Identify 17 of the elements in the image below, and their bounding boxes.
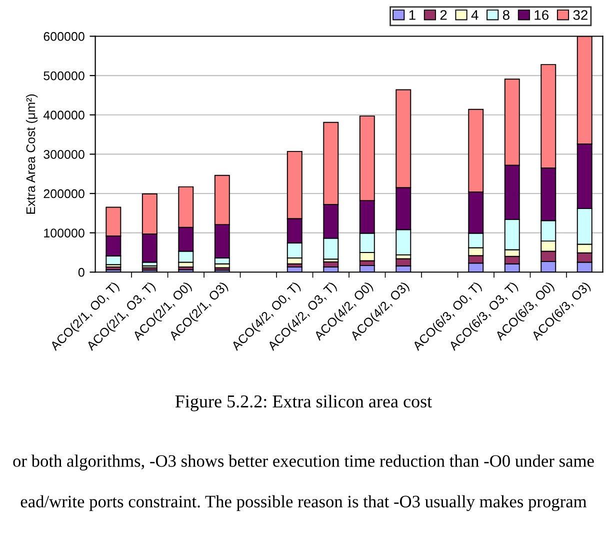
legend-label: 2 — [440, 10, 447, 20]
y-tick-label: 0 — [78, 268, 84, 277]
legend-label: 4 — [471, 10, 478, 20]
y-tick-label: 200000 — [44, 189, 84, 198]
legend-label: 1 — [409, 10, 416, 20]
y-tick-label: 300000 — [44, 150, 84, 159]
legend-label: 16 — [534, 10, 549, 20]
y-tick-label: 400000 — [43, 110, 84, 120]
caption: Figure 5.2.2: Extra silicon area cost — [175, 394, 432, 412]
y-tick-label: 100000 — [44, 228, 84, 238]
text: ead/write ports constraint. The possible reason is that -O3 usually makes program — [20, 495, 587, 512]
y-tick-label: 500000 — [44, 71, 84, 80]
legend-label: 32 — [573, 10, 588, 20]
text: or both algorithms, -O3 shows better execution time reduction than -O0 under same — [13, 454, 594, 470]
legend-label: 8 — [502, 10, 510, 20]
y-axis-title: Extra Area Cost (μm²) — [26, 94, 38, 214]
y-tick-label: 600000 — [44, 32, 84, 41]
